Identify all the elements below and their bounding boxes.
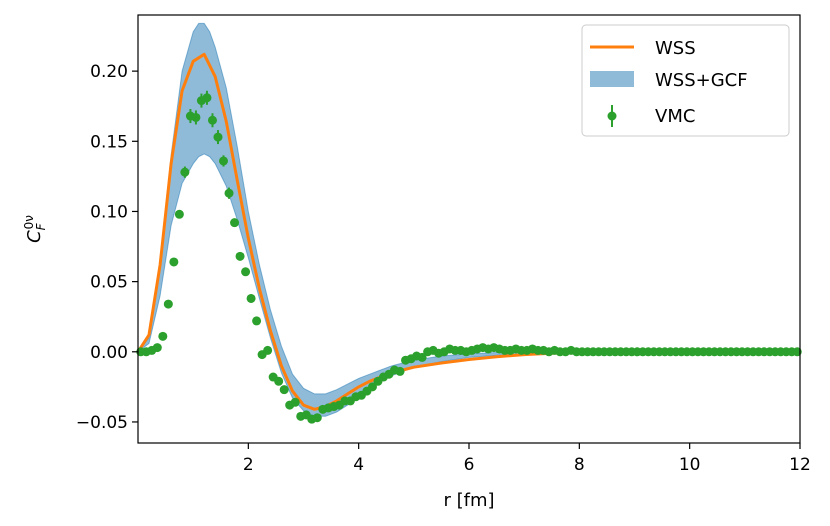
vmc-point xyxy=(241,267,251,277)
vmc-marker xyxy=(191,112,201,122)
x-tick-label: 2 xyxy=(243,455,254,475)
vmc-marker xyxy=(213,132,223,142)
legend-band-label: WSS+GCF xyxy=(655,70,748,91)
vmc-point xyxy=(219,155,229,167)
y-tick-label: 0.05 xyxy=(90,273,128,293)
vmc-marker xyxy=(219,156,229,166)
x-tick-label: 12 xyxy=(789,455,811,475)
y-tick-label: 0.00 xyxy=(90,343,128,363)
y-axis-ticks: −0.05 0.00 0.05 0.10 0.15 0.20 xyxy=(76,62,138,433)
vmc-marker xyxy=(180,167,190,177)
vmc-point xyxy=(174,209,184,219)
vmc-point xyxy=(290,397,300,407)
x-axis-ticks: 2 4 6 8 10 12 xyxy=(243,443,811,475)
vmc-point xyxy=(367,382,377,392)
vmc-marker xyxy=(312,413,322,423)
x-tick-label: 10 xyxy=(679,455,701,475)
vmc-point xyxy=(163,299,173,309)
vmc-marker xyxy=(169,257,179,267)
vmc-point xyxy=(180,166,190,178)
vmc-marker xyxy=(274,376,284,386)
x-tick-label: 4 xyxy=(353,455,364,475)
vmc-point xyxy=(395,366,405,376)
vmc-marker xyxy=(246,293,256,303)
y-axis-label-sub: F xyxy=(34,222,48,230)
vmc-marker xyxy=(367,382,377,392)
vmc-point xyxy=(158,331,168,341)
x-axis-label: r [fm] xyxy=(443,490,494,511)
vmc-point xyxy=(207,113,217,128)
vmc-marker xyxy=(158,331,168,341)
vmc-point xyxy=(191,110,201,125)
legend-vmc-label: VMC xyxy=(655,106,695,127)
vmc-marker xyxy=(230,218,240,228)
y-axis-label-main: C xyxy=(24,230,45,243)
vmc-point xyxy=(312,413,322,423)
vmc-point xyxy=(252,316,262,326)
vmc-marker xyxy=(290,397,300,407)
vmc-marker xyxy=(252,316,262,326)
vmc-marker xyxy=(241,267,251,277)
vmc-point xyxy=(417,352,427,362)
vmc-point xyxy=(279,385,289,395)
vmc-point xyxy=(263,345,273,355)
x-tick-label: 8 xyxy=(574,455,585,475)
vmc-point xyxy=(152,343,162,353)
band-layer xyxy=(137,22,800,417)
vmc-marker xyxy=(202,93,212,103)
vmc-marker xyxy=(207,115,217,125)
vmc-marker xyxy=(224,188,234,198)
vmc-marker xyxy=(152,343,162,353)
legend: WSS WSS+GCF VMC xyxy=(581,24,790,137)
legend-wss-label: WSS xyxy=(655,38,696,59)
vmc-marker xyxy=(263,345,273,355)
y-tick-label: 0.10 xyxy=(90,202,128,222)
vmc-point xyxy=(202,90,212,105)
vmc-marker xyxy=(163,299,173,309)
y-tick-label: 0.20 xyxy=(90,62,128,82)
y-axis-label: CF0ν xyxy=(22,215,48,243)
vmc-marker xyxy=(417,352,427,362)
vmc-marker xyxy=(174,209,184,219)
vmc-point xyxy=(230,218,240,228)
vmc-layer xyxy=(136,90,802,424)
vmc-marker xyxy=(395,366,405,376)
legend-band-swatch xyxy=(590,71,634,87)
vmc-point xyxy=(213,130,223,145)
vmc-point xyxy=(235,251,245,261)
vmc-point xyxy=(246,293,256,303)
y-tick-label: −0.05 xyxy=(76,413,128,433)
vmc-point xyxy=(169,257,179,267)
vmc-point xyxy=(224,187,234,199)
vmc-point xyxy=(274,376,284,386)
y-axis-label-sup: 0ν xyxy=(22,215,36,230)
y-tick-label: 0.15 xyxy=(90,132,128,152)
x-tick-label: 6 xyxy=(464,455,475,475)
vmc-marker xyxy=(235,251,245,261)
svg-text:CF0ν: CF0ν xyxy=(22,215,48,243)
legend-box xyxy=(581,24,790,137)
legend-vmc-marker xyxy=(607,111,617,121)
vmc-marker xyxy=(279,385,289,395)
wss-gcf-band xyxy=(137,22,800,417)
